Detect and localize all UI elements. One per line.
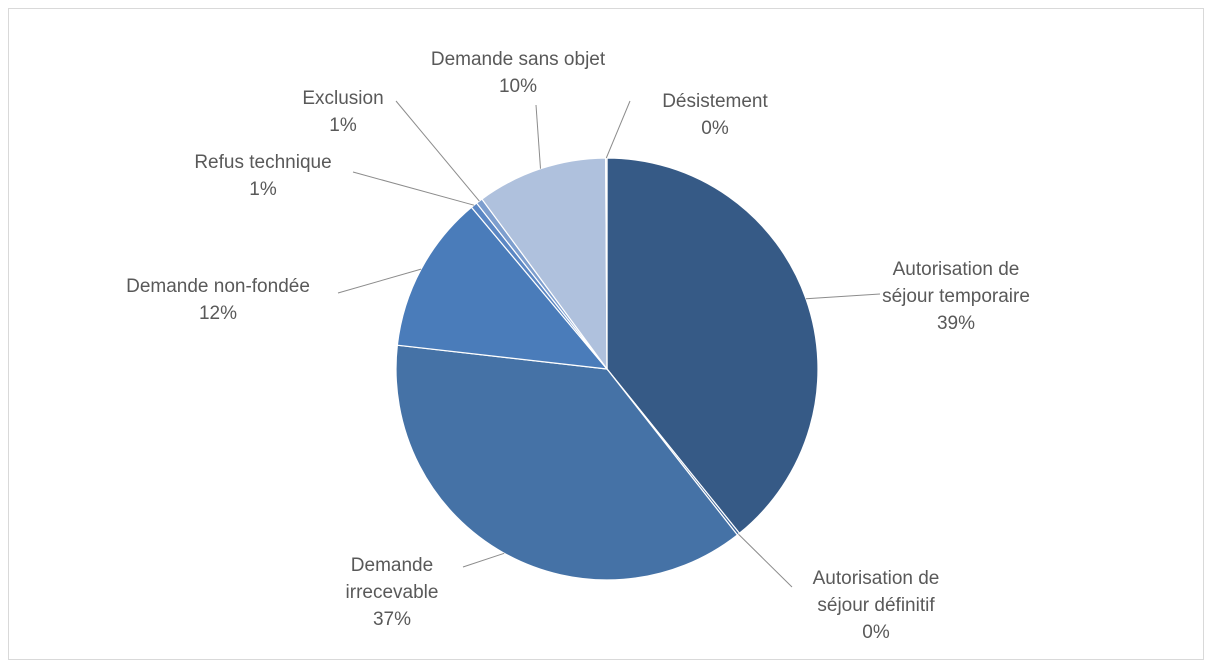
slice-name-label: Autorisation de	[893, 259, 1020, 280]
slice-name-label: Désistement	[662, 91, 768, 112]
slice-percent-label: 39%	[937, 313, 975, 334]
leader-line	[395, 100, 480, 202]
slice-percent-label: 1%	[329, 115, 357, 136]
slice-labels: Autorisation de séjour temporaire 39% Autor…	[126, 49, 1030, 643]
leader-line	[352, 171, 475, 206]
leader-line	[535, 104, 541, 169]
slice-name-label: Demande	[351, 555, 433, 576]
slice-percent-label: 1%	[249, 179, 277, 200]
slice-percent-label: 12%	[199, 303, 237, 324]
slice-name-label: Exclusion	[302, 88, 383, 109]
leader-lines	[337, 100, 881, 588]
pie-slice	[396, 206, 609, 370]
leader-line	[805, 293, 881, 300]
leader-line	[462, 552, 505, 568]
slice-name-label: irrecevable	[346, 582, 439, 603]
slice-percent-label: 0%	[862, 622, 890, 643]
slice-name-label: Refus technique	[194, 152, 331, 173]
slice-name-label: Demande non-fondée	[126, 276, 310, 297]
leader-line	[605, 100, 631, 159]
leader-line	[337, 268, 422, 294]
slice-name-label: séjour temporaire	[882, 286, 1030, 307]
pie-slices	[395, 157, 819, 581]
pie-slice	[395, 344, 739, 581]
slice-percent-label: 37%	[373, 609, 411, 630]
slice-percent-label: 10%	[499, 76, 537, 97]
slice-name-label: Autorisation de	[813, 568, 940, 589]
slice-name-label: séjour définitif	[817, 595, 935, 616]
slice-percent-label: 0%	[701, 118, 729, 139]
pie-slice	[606, 157, 819, 535]
leader-line	[738, 533, 793, 588]
pie-slice	[481, 157, 608, 371]
slice-name-label: Demande sans objet	[431, 49, 606, 70]
